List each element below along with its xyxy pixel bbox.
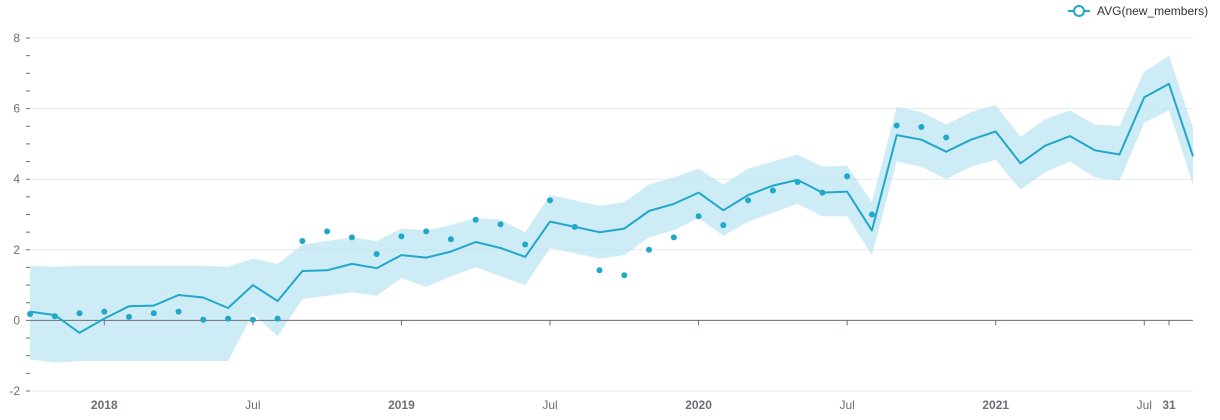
y-tick-label: 8 xyxy=(13,31,20,45)
x-tick-label: 2018 xyxy=(91,398,118,412)
scatter-point xyxy=(249,316,256,323)
scatter-point xyxy=(497,221,504,228)
y-tick-label: 0 xyxy=(13,313,20,327)
x-tick-label: 2019 xyxy=(388,398,415,412)
scatter-point xyxy=(893,122,900,129)
scatter-point xyxy=(348,234,355,241)
y-tick-label: 4 xyxy=(13,172,20,186)
scatter-point xyxy=(621,272,628,279)
scatter-point xyxy=(596,267,603,274)
series-line xyxy=(29,82,1194,334)
x-tick-label: Jul xyxy=(542,398,557,412)
scatter-point xyxy=(769,187,776,194)
scatter-point xyxy=(868,211,875,218)
y-axis: -2 0 2 4 6 8 xyxy=(9,31,30,398)
scatter-point xyxy=(150,310,157,317)
scatter-point xyxy=(200,316,207,323)
scatter-point xyxy=(571,223,578,230)
scatter-point xyxy=(547,197,553,204)
scatter-point xyxy=(225,315,232,322)
scatter-point xyxy=(27,311,33,317)
x-tick-label: Jul xyxy=(1137,398,1152,412)
scatter-point xyxy=(670,234,677,241)
legend[interactable]: AVG(new_members) xyxy=(1068,4,1208,18)
x-tick-label: Jul xyxy=(839,398,854,412)
scatter-point xyxy=(423,228,430,235)
avg-new-members-line xyxy=(29,82,1194,334)
legend-marker-icon xyxy=(1073,5,1085,17)
y-tick-label: 6 xyxy=(13,102,20,116)
scatter-point xyxy=(101,308,108,315)
x-axis: 2018 Jul 2019 Jul 2020 Jul 2021 Jul 31 xyxy=(30,319,1193,412)
y-tick-label: 2 xyxy=(13,243,20,257)
scatter-point xyxy=(522,241,529,248)
scatter-point xyxy=(943,134,950,141)
scatter-point xyxy=(398,233,405,240)
scatter-point xyxy=(472,216,479,223)
confidence-band-area xyxy=(30,55,1193,363)
legend-label: AVG(new_members) xyxy=(1097,4,1208,18)
x-tick-label: Jul xyxy=(245,398,260,412)
scatter-point xyxy=(646,246,652,253)
scatter-point xyxy=(324,228,331,235)
scatter-point xyxy=(819,189,826,196)
x-tick-label: 2021 xyxy=(982,398,1009,412)
scatter-point xyxy=(745,197,752,204)
scatter-point xyxy=(126,313,132,320)
x-tick-label: 2020 xyxy=(685,398,712,412)
scatter-point xyxy=(299,238,306,244)
x-tick-label: 31 xyxy=(1162,398,1176,412)
scatter-point xyxy=(695,213,702,220)
scatter-point xyxy=(373,251,380,257)
scatter-point xyxy=(794,179,801,185)
scatter-points xyxy=(27,122,950,323)
scatter-point xyxy=(51,313,58,320)
scatter-point xyxy=(844,173,851,180)
y-tick-label: -2 xyxy=(9,384,20,398)
scatter-point xyxy=(918,124,925,130)
scatter-point xyxy=(175,308,182,315)
scatter-point xyxy=(76,310,83,317)
scatter-point xyxy=(274,315,281,322)
scatter-point xyxy=(447,236,454,243)
confidence-band xyxy=(30,55,1193,363)
scatter-point xyxy=(720,222,727,229)
